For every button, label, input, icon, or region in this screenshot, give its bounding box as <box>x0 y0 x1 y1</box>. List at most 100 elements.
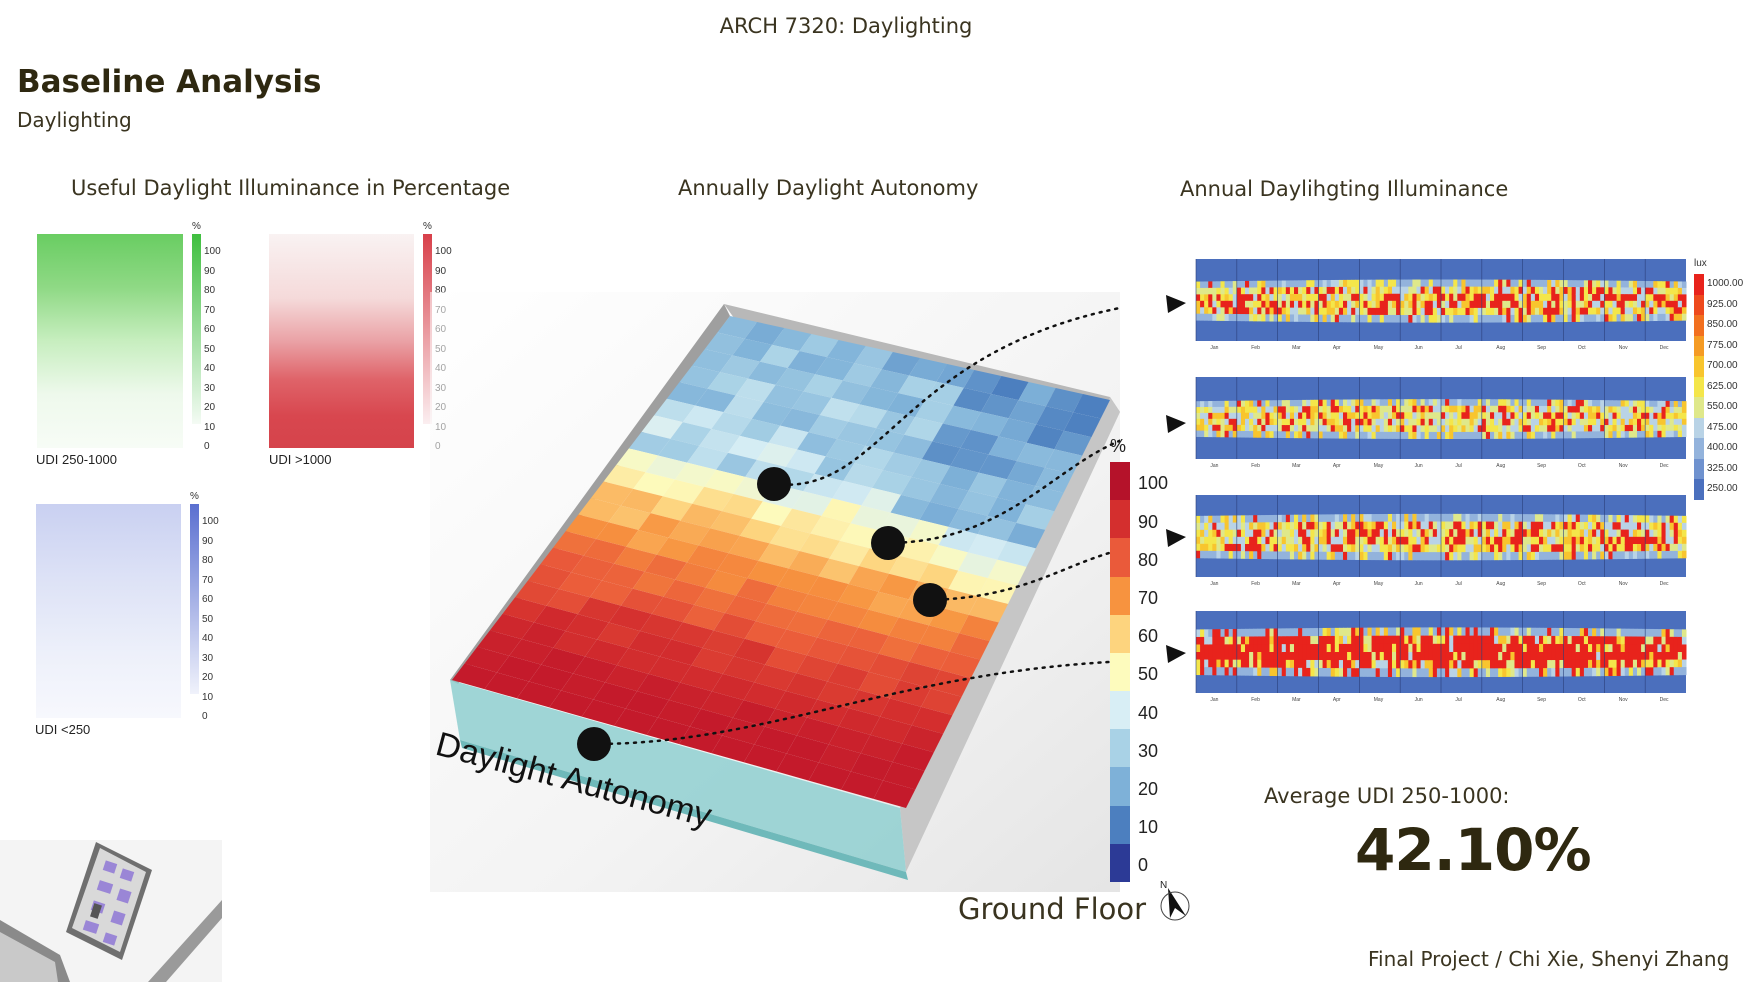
illuminance-cell <box>1228 652 1234 661</box>
illuminance-cell <box>1534 431 1540 439</box>
illuminance-cell <box>1555 536 1560 545</box>
illuminance-cell <box>1649 529 1654 538</box>
udi-under-250-unit: % <box>190 491 199 502</box>
illuminance-cell <box>1392 293 1397 302</box>
illuminance-cell <box>1653 667 1658 676</box>
illuminance-cell <box>1318 536 1324 545</box>
illuminance-cell <box>1579 659 1585 669</box>
illuminance-cell <box>1302 644 1307 653</box>
da-grid-cell <box>780 408 820 433</box>
illuminance-cell <box>1465 412 1471 420</box>
illuminance-cell <box>1481 418 1487 426</box>
illuminance-cell <box>1543 643 1548 653</box>
illuminance-cell <box>1653 281 1658 289</box>
illuminance-cell <box>1216 522 1221 531</box>
illuminance-cell <box>1347 668 1352 677</box>
illuminance-cell <box>1253 644 1258 653</box>
illuminance-cell <box>1408 552 1413 561</box>
illuminance-cell <box>1408 668 1413 678</box>
illuminance-cell <box>1212 412 1217 420</box>
illuminance-cell <box>1249 536 1254 545</box>
illuminance-cell <box>1298 551 1303 560</box>
illuminance-cell <box>1400 513 1405 523</box>
da-grid-cell <box>836 421 877 446</box>
da-grid-cell <box>785 673 828 700</box>
illuminance-cell <box>1289 431 1295 439</box>
illuminance-cell <box>1273 314 1279 322</box>
da-grid-cell <box>1045 388 1083 413</box>
illuminance-cell <box>1281 425 1287 432</box>
illuminance-cell <box>1232 300 1238 308</box>
illuminance-cell <box>1596 529 1601 538</box>
illuminance-cell <box>1314 406 1319 413</box>
illuminance-cell <box>1616 529 1622 538</box>
illuminance-cell <box>1367 514 1373 523</box>
illuminance-cell <box>1449 627 1454 637</box>
da-grid-cell <box>754 726 797 754</box>
illuminance-cell <box>1522 660 1528 669</box>
illuminance-cell <box>1420 513 1426 523</box>
da-grid-cell <box>756 442 798 467</box>
illuminance-cell <box>1257 294 1262 302</box>
illuminance-cell <box>1441 529 1446 538</box>
illuminance-cell <box>1302 636 1307 645</box>
illuminance-cell <box>1608 314 1613 322</box>
illuminance-cell <box>1441 643 1446 653</box>
da-grid-cell <box>796 655 838 682</box>
illuminance-cell <box>1677 659 1683 668</box>
illuminance-cell <box>1473 643 1479 653</box>
udi-over-1000-map <box>269 234 414 448</box>
illuminance-cell <box>1204 430 1209 438</box>
da-legend-swatch <box>1110 614 1130 654</box>
illuminance-cell <box>1453 536 1458 545</box>
illuminance-cell <box>1396 635 1401 645</box>
illuminance-cell <box>1347 412 1352 420</box>
illuminance-cell <box>1567 521 1573 530</box>
illuminance-cell <box>1661 550 1667 559</box>
illuminance-cell <box>1506 536 1511 545</box>
illuminance-cell <box>1420 521 1426 530</box>
illuminance-cell <box>1285 287 1291 295</box>
illuminance-cell <box>1387 552 1393 561</box>
illuminance-cell <box>1534 635 1540 645</box>
da-legend-swatch <box>1110 462 1130 501</box>
illuminance-cell <box>1441 544 1446 553</box>
udi-250-1000-map <box>37 234 183 448</box>
illuminance-cell <box>1326 652 1332 661</box>
illuminance-cell <box>1424 418 1430 426</box>
illuminance-cell <box>1596 280 1601 288</box>
illuminance-cell <box>1571 644 1577 653</box>
illuminance-cell <box>1592 280 1597 288</box>
da-grid-cell <box>671 622 714 648</box>
illuminance-cell <box>1477 544 1483 553</box>
illuminance-cell <box>1657 551 1662 559</box>
illuminance-cell <box>1216 400 1221 408</box>
illuminance-cell <box>1583 659 1589 669</box>
illuminance-cell <box>1318 652 1324 661</box>
illuminance-cell <box>1522 668 1528 677</box>
da-grid-cell <box>817 681 859 709</box>
illuminance-cell <box>1232 294 1238 302</box>
illuminance-cell <box>1518 314 1524 323</box>
illuminance-cell <box>1673 550 1679 559</box>
illuminance-cell <box>1294 406 1299 414</box>
illuminance-month-label: Mar <box>1292 345 1301 351</box>
illuminance-cell <box>1387 431 1393 439</box>
illuminance-cell <box>1649 412 1654 420</box>
da-grid-cell <box>603 464 646 489</box>
daylight-autonomy-model: Daylight Autonomy <box>430 292 1172 892</box>
illuminance-cell <box>1208 629 1213 638</box>
illuminance-cell <box>1616 544 1622 552</box>
illuminance-cell <box>1375 635 1381 645</box>
illuminance-cell <box>1645 667 1650 676</box>
illuminance-cell <box>1249 294 1254 302</box>
illuminance-cell <box>1543 536 1548 545</box>
udi-tick-label: 80 <box>202 555 214 566</box>
illuminance-cell <box>1212 644 1217 653</box>
illuminance-cell <box>1220 294 1226 302</box>
illuminance-cell <box>1285 431 1291 439</box>
illuminance-cell <box>1571 431 1577 439</box>
illuminance-cell <box>1334 425 1340 433</box>
illuminance-cell <box>1681 515 1687 524</box>
illuminance-cell <box>1502 536 1507 545</box>
